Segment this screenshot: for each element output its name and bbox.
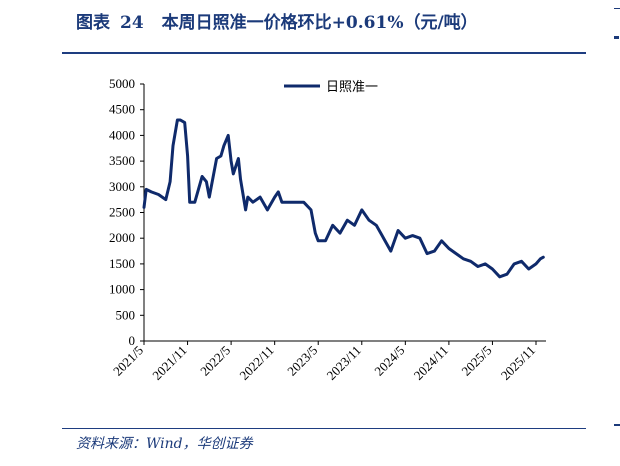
x-tick-label: 2024/5: [371, 343, 407, 379]
figure-label: 图表: [76, 13, 110, 33]
y-tick-label: 5000: [109, 76, 135, 91]
x-tick-label: 2025/11: [498, 343, 538, 383]
figure-title: 本周日照准一价格环比+0.61%（元/吨）: [161, 13, 478, 33]
x-tick-label: 2025/5: [458, 343, 494, 379]
y-tick-label: 500: [116, 307, 136, 322]
edge-mark-mid: [614, 36, 619, 39]
series-line: [142, 118, 545, 279]
source-note: 资料来源：Wind，华创证券: [76, 436, 253, 452]
x-tick-label: 2021/11: [149, 343, 189, 383]
y-tick-label: 3000: [109, 179, 135, 194]
y-tick-label: 2000: [109, 230, 135, 245]
edge-mark-bottom: [614, 424, 620, 426]
edge-mark-top: [614, 8, 620, 9]
y-tick-label: 1000: [109, 282, 135, 297]
legend-label: 日照准一: [326, 80, 378, 95]
y-tick-label: 2500: [109, 205, 135, 220]
y-tick-label: 3500: [109, 153, 135, 168]
figure-header: 图表 24 本周日照准一价格环比+0.61%（元/吨）: [76, 8, 478, 33]
header-divider: [62, 52, 586, 54]
y-tick-label: 1500: [109, 256, 135, 271]
x-tick-label: 2022/5: [197, 343, 233, 379]
x-tick-label: 2023/5: [284, 343, 320, 379]
y-tick-label: 0: [129, 333, 136, 348]
x-tick-label: 2022/11: [236, 343, 276, 383]
footer-divider: [62, 428, 586, 429]
y-tick-label: 4500: [109, 102, 135, 117]
y-tick-label: 4000: [109, 127, 135, 142]
x-tick-label: 2024/11: [411, 343, 451, 383]
figure-number: 24: [120, 13, 144, 33]
x-tick-label: 2023/11: [323, 343, 363, 383]
